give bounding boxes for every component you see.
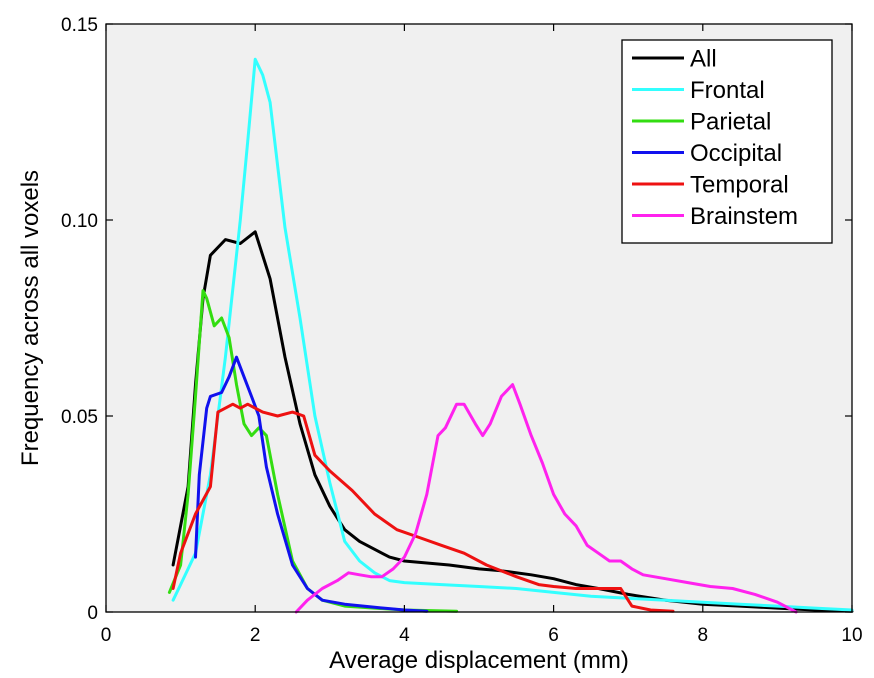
x-axis-title: Average displacement (mm) xyxy=(329,647,629,674)
legend: All Frontal Parietal Occipital Temporal Brain… xyxy=(621,39,833,244)
x-tick-label: 4 xyxy=(399,625,410,646)
legend-label-occipital: Occipital xyxy=(690,140,782,167)
x-tick-label: 6 xyxy=(548,625,559,646)
x-tick-label: 2 xyxy=(250,625,261,646)
x-tick-label: 0 xyxy=(101,625,112,646)
legend-label-temporal: Temporal xyxy=(690,172,789,199)
x-tick-label: 10 xyxy=(841,625,862,646)
legend-label-frontal: Frontal xyxy=(690,77,765,104)
series-line-frontal xyxy=(171,57,854,612)
series-line-brainstem xyxy=(294,383,798,614)
y-tick-label: 0.10 xyxy=(61,211,98,232)
plot-frame xyxy=(105,23,853,613)
y-axis-title: Frequency across all voxels xyxy=(17,170,44,466)
y-tick-label: 0 xyxy=(87,603,98,624)
y-tick-label: 0.15 xyxy=(61,15,98,36)
legend-label-brainstem: Brainstem xyxy=(690,203,798,230)
legend-box xyxy=(621,39,833,244)
legend-label-parietal: Parietal xyxy=(690,109,771,136)
series-line-occipital xyxy=(194,355,429,613)
y-tick-label: 0.05 xyxy=(61,407,98,428)
series-layer xyxy=(167,57,854,614)
x-tick-label: 8 xyxy=(698,625,709,646)
ticks-layer: 0 2 4 6 8 10 0 0.05 0.10 0.15 xyxy=(61,15,863,646)
series-line-temporal xyxy=(171,402,675,613)
series-line-all xyxy=(171,230,854,613)
legend-label-all: All xyxy=(690,46,717,73)
